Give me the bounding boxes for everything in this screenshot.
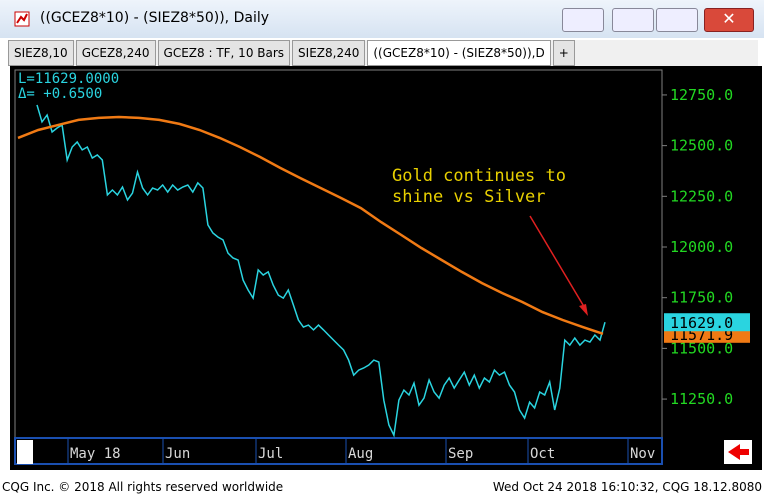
y-tick-label: 11500.0: [670, 339, 733, 357]
y-tick-label: 12250.0: [670, 187, 733, 205]
window-title: ((GCEZ8*10) - (SIEZ8*50)), Daily: [40, 10, 270, 26]
footer: CQG Inc. © 2018 All rights reserved worl…: [0, 478, 764, 497]
timestamp: Wed Oct 24 2018 16:10:32, CQG 18.12.8080: [492, 480, 762, 494]
info-label: L=11629.0000: [18, 71, 119, 87]
tab[interactable]: GCEZ8 : TF, 10 Bars: [157, 40, 291, 66]
moving-average-line: [17, 115, 604, 335]
scroll-box[interactable]: [17, 440, 33, 464]
x-tick-label: Nov: [630, 446, 655, 462]
price-line: [36, 104, 606, 438]
price-tag-label: 11629.0: [670, 314, 733, 332]
annotation: Gold continues to shine vs Silver: [392, 166, 566, 207]
annotation-arrow: [529, 215, 587, 311]
chart-background: [10, 66, 762, 470]
tab-bar: SIEZ8,10 GCEZ8,240 GCEZ8 : TF, 10 Bars SIEZ…: [8, 40, 758, 66]
x-tick-label: May 18: [70, 446, 121, 462]
y-tick-label: 12000.0: [670, 238, 733, 256]
chart: 11250.0 11500.0 11750.0 12000.0 12250.0 12500…: [10, 66, 762, 470]
x-tick-label: Oct: [530, 446, 555, 462]
y-tick-label: 12500.0: [670, 137, 733, 155]
tab[interactable]: ((GCEZ8*10) - (SIEZ8*50)),D: [367, 40, 551, 66]
arrow-icon: [728, 444, 749, 460]
y-tick-label: 11250.0: [670, 390, 733, 408]
x-axis-bar: [14, 437, 663, 465]
y-tick-label: 11750.0: [670, 289, 733, 307]
close-button[interactable]: ✕: [704, 8, 754, 32]
info-label: Δ= +0.6500: [18, 86, 102, 102]
link-button[interactable]: [562, 8, 604, 32]
tab[interactable]: GCEZ8,240: [75, 40, 156, 66]
maximize-button[interactable]: [656, 8, 698, 32]
app-icon: [14, 11, 30, 27]
minimize-button[interactable]: [612, 8, 654, 32]
price-tag: [664, 313, 750, 332]
arrow-head: [579, 304, 588, 316]
tab[interactable]: SIEZ8,10: [8, 40, 74, 66]
title-bar: ((GCEZ8*10) - (SIEZ8*50)), Daily ✕: [0, 0, 764, 38]
x-tick-label: Aug: [348, 446, 373, 462]
x-tick-label: Jun: [165, 446, 190, 462]
y-tick-label: 12750.0: [670, 86, 733, 104]
x-tick-label: Sep: [448, 446, 473, 462]
tab[interactable]: SIEZ8,240: [292, 40, 366, 66]
x-tick-label: Jul: [258, 446, 283, 462]
copyright: CQG Inc. © 2018 All rights reserved worl…: [2, 480, 284, 494]
tab[interactable]: +: [552, 40, 575, 66]
